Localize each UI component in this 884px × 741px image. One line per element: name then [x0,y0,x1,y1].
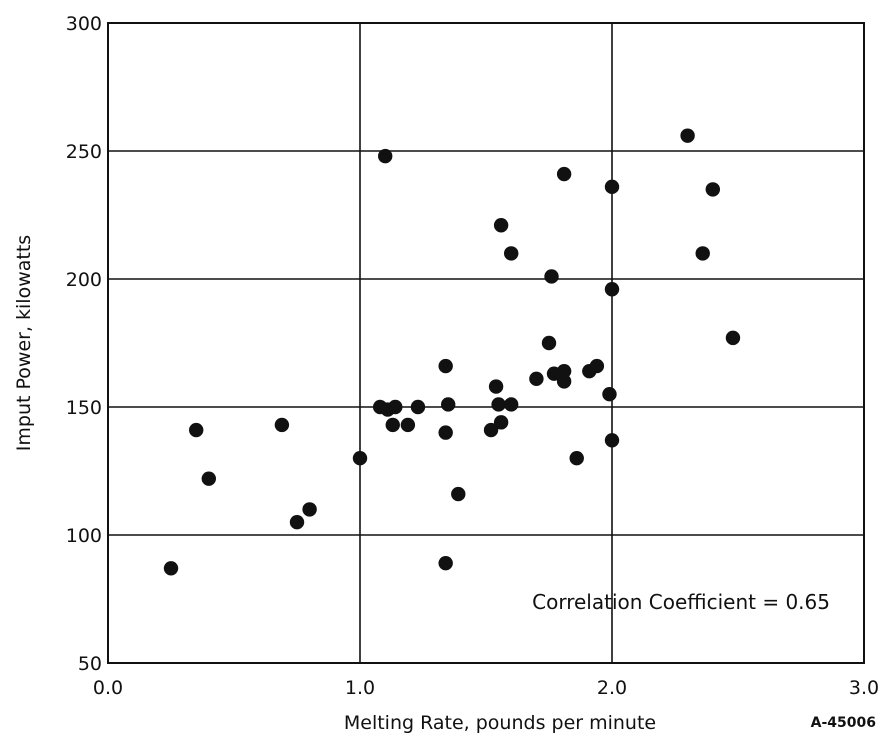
data-point [504,397,519,412]
data-point [569,451,584,466]
data-point [438,358,453,374]
data-point [378,148,393,164]
data-point [541,335,557,351]
data-point [705,182,720,197]
x-tick-label: 3.0 [849,677,879,699]
data-point [385,417,400,433]
data-point [451,486,466,502]
data-point [289,515,305,530]
data-point [604,282,620,297]
y-tick-label: 200 [66,269,102,291]
data-point [529,371,544,387]
y-tick-labels: 50 100 150 200 250 300 [66,13,102,675]
data-point [544,269,559,284]
correlation-annotation: Correlation Coefficient = 0.65 [532,590,830,614]
data-point [163,561,179,576]
grid [108,23,864,663]
data-point [438,555,453,571]
data-point [556,166,572,182]
y-tick-label: 300 [66,13,102,35]
plot-frame [107,22,865,664]
data-point [695,246,710,261]
data-point [504,246,519,261]
data-point [483,422,499,438]
data-point [725,330,741,346]
data-point [410,399,426,415]
x-tick-label: 2.0 [597,677,627,699]
data-point [491,397,506,412]
data-point [274,417,290,433]
data-point [201,471,216,486]
data-point [438,425,453,440]
data-point [680,128,695,143]
data-point [488,379,504,394]
y-axis-label: Imput Power, kilowatts [13,235,35,451]
data-point [602,387,617,402]
x-axis-label: Melting Rate, pounds per minute [344,712,656,734]
y-tick-label: 250 [66,141,102,163]
figure-reference-id: A-45006 [811,715,876,731]
data-point [556,374,572,389]
x-tick-labels: 0.0 1.0 2.0 3.0 [93,677,879,699]
data-point [352,451,368,466]
data-point [589,358,605,374]
y-tick-label: 50 [78,653,102,675]
data-point [556,363,572,379]
y-tick-label: 150 [66,397,102,419]
data-point [388,399,403,415]
x-tick-label: 0.0 [93,677,123,699]
y-tick-label: 100 [66,525,102,547]
data-points [163,128,741,576]
data-point [493,415,509,430]
data-point [302,502,317,517]
data-point [189,422,204,438]
data-point [604,179,620,195]
data-point [441,397,456,412]
x-tick-label: 1.0 [345,677,375,699]
data-point [493,218,509,233]
data-point [604,433,620,448]
data-point [400,417,416,433]
